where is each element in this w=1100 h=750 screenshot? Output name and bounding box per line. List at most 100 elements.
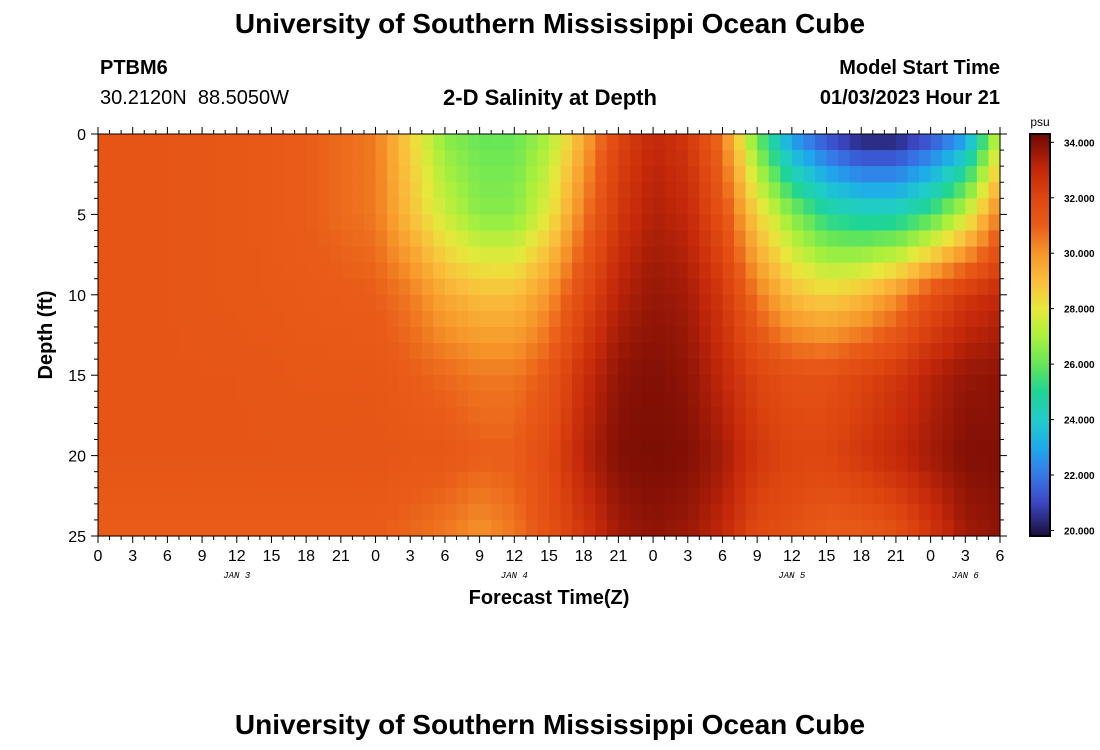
heatmap-cell [803, 310, 816, 328]
heatmap-cell [734, 294, 747, 312]
heatmap-cell [190, 278, 203, 296]
heatmap-cell [98, 343, 111, 360]
heatmap-cell [653, 230, 666, 248]
heatmap-cell [884, 326, 897, 344]
heatmap-cell [456, 487, 469, 505]
heatmap-cell [814, 182, 828, 199]
heatmap-cell [271, 246, 284, 264]
heatmap-cell [618, 519, 631, 537]
heatmap-cell [410, 214, 423, 232]
heatmap-cell [895, 519, 909, 537]
heatmap-cell [363, 278, 377, 296]
heatmap-cell [895, 471, 909, 489]
heatmap-cell [387, 182, 400, 199]
heatmap-cell [144, 150, 157, 167]
heatmap-cell [444, 407, 458, 425]
heatmap-cell [456, 375, 469, 392]
heatmap-cell [444, 278, 458, 296]
heatmap-cell [155, 423, 168, 441]
heatmap-cell [976, 262, 990, 280]
heatmap-cell [641, 503, 654, 521]
heatmap-cell [363, 487, 377, 505]
heatmap-cell [988, 214, 1001, 232]
heatmap-cell [491, 407, 504, 425]
heatmap-cell [502, 407, 515, 425]
heatmap-cell [283, 391, 296, 408]
heatmap-cell [468, 182, 481, 199]
heatmap-cell [895, 166, 909, 183]
heatmap-cell [468, 262, 481, 280]
heatmap-cell [132, 150, 145, 167]
heatmap-cell [872, 471, 885, 489]
heatmap-cell [606, 326, 619, 344]
heatmap-cell [965, 391, 978, 408]
heatmap-cell [953, 150, 966, 167]
heatmap-cell [421, 359, 434, 376]
heatmap-cell [768, 246, 781, 264]
heatmap-cell [294, 150, 307, 167]
heatmap-cell [259, 326, 273, 344]
heatmap-cell [560, 343, 573, 360]
heatmap-cell [537, 326, 550, 344]
heatmap-cell [398, 391, 411, 408]
heatmap-cell [421, 214, 434, 232]
heatmap-cell [283, 198, 296, 215]
heatmap-cell [838, 246, 851, 264]
heatmap-cell [791, 471, 805, 489]
heatmap-cell [155, 359, 168, 376]
heatmap-cell [456, 198, 469, 215]
heatmap-cell [653, 503, 666, 521]
heatmap-cell [259, 166, 273, 183]
heatmap-cell [248, 230, 261, 248]
heatmap-cell [398, 487, 411, 505]
heatmap-cell [919, 375, 932, 392]
heatmap-cell [895, 214, 909, 232]
heatmap-cell [722, 310, 735, 328]
heatmap-cell [872, 439, 885, 457]
heatmap-cell [791, 230, 805, 248]
heatmap-cell [849, 182, 862, 199]
heatmap-cell [583, 407, 596, 425]
heatmap-cell [456, 503, 469, 521]
heatmap-cell [514, 278, 527, 296]
heatmap-cell [340, 150, 354, 167]
heatmap-cell [653, 166, 666, 183]
heatmap-cell [780, 487, 793, 505]
heatmap-cell [641, 423, 654, 441]
heatmap-cell [213, 310, 226, 328]
heatmap-cell [121, 326, 134, 344]
heatmap-cell [965, 343, 978, 360]
heatmap-cell [248, 375, 261, 392]
heatmap-cell [780, 198, 793, 215]
heatmap-cell [768, 519, 781, 537]
y-tick-label: 15 [68, 368, 86, 385]
heatmap-cell [780, 359, 793, 376]
heatmap-cell [653, 471, 666, 489]
heatmap-cell [202, 150, 215, 167]
heatmap-cell [803, 278, 816, 296]
heatmap-cell [363, 230, 377, 248]
heatmap-cell [791, 455, 805, 473]
heatmap-cell [283, 343, 296, 360]
heatmap-cell [537, 343, 550, 360]
heatmap-cell [225, 182, 238, 199]
heatmap-cell [202, 230, 215, 248]
heatmap-cell [178, 326, 192, 344]
heatmap-cell [294, 359, 307, 376]
heatmap-cell [988, 134, 1001, 151]
heatmap-cells [98, 134, 1001, 537]
heatmap-cell [491, 487, 504, 505]
heatmap-cell [953, 407, 966, 425]
heatmap-cell [664, 278, 677, 296]
heatmap-cell [572, 230, 585, 248]
heatmap-cell [745, 230, 758, 248]
heatmap-cell [98, 310, 111, 328]
heatmap-cell [722, 439, 735, 457]
heatmap-cell [953, 503, 966, 521]
heatmap-cell [895, 391, 909, 408]
heatmap-cell [907, 471, 920, 489]
heatmap-cell [791, 166, 805, 183]
heatmap-cell [976, 423, 990, 441]
heatmap-cell [329, 471, 342, 489]
heatmap-cell [629, 343, 643, 360]
